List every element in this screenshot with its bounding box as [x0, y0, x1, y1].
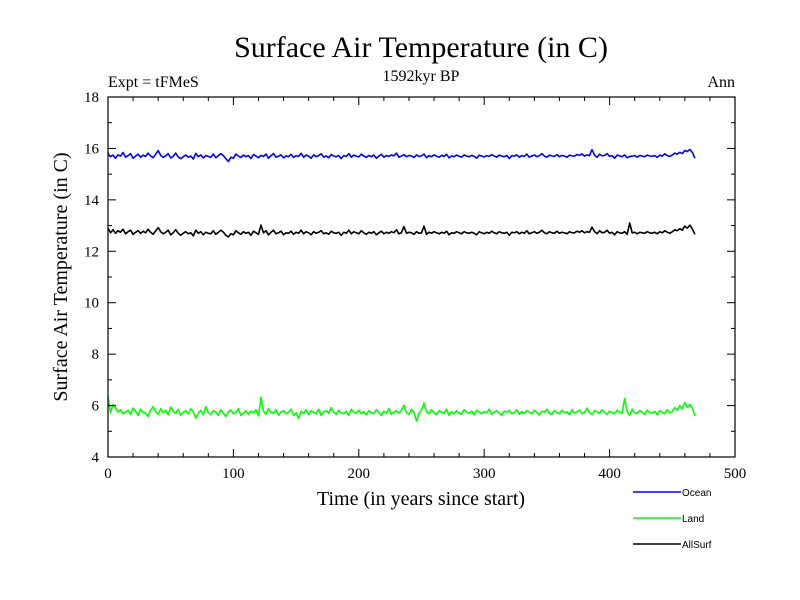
x-tick-label: 300: [473, 466, 496, 482]
y-tick-label: 10: [84, 296, 99, 312]
y-axis-label: Surface Air Temperature (in C): [50, 152, 72, 401]
y-tick-label: 8: [92, 347, 100, 363]
series-line-ocean: [107, 148, 696, 163]
x-tick-label: 0: [104, 466, 112, 482]
x-axis-label: Time (in years since start): [317, 488, 525, 510]
series-line-land: [107, 396, 696, 422]
y-tick-label: 12: [84, 244, 99, 260]
x-tick-label: 500: [724, 466, 747, 482]
axes-layer: 0 100 200 300 400 500 4 6 8 10 12 14 16 18: [84, 90, 746, 482]
season-label: Ann: [707, 74, 735, 91]
x-tick-label: 100: [222, 466, 245, 482]
chart-title: Surface Air Temperature (in C): [234, 31, 608, 64]
y-tick-label: 18: [84, 90, 99, 106]
y-tick-label: 14: [84, 193, 100, 209]
y-tick-label: 16: [84, 141, 100, 157]
y-tick-label: 4: [92, 450, 100, 466]
plot-frame: [107, 96, 736, 458]
legend: Ocean Land AllSurf: [633, 488, 712, 551]
chart-subtitle: 1592kyr BP: [383, 68, 460, 85]
legend-label-ocean: Ocean: [682, 488, 711, 499]
x-tick-label: 400: [598, 466, 621, 482]
y-tick-label: 6: [92, 399, 100, 415]
series-line-allsurf: [107, 222, 696, 238]
legend-label-allsurf: AllSurf: [682, 540, 712, 551]
series-layer: [107, 148, 696, 422]
experiment-label: Expt = tFMeS: [108, 74, 199, 91]
x-tick-label: 200: [348, 466, 371, 482]
legend-label-land: Land: [682, 514, 704, 525]
